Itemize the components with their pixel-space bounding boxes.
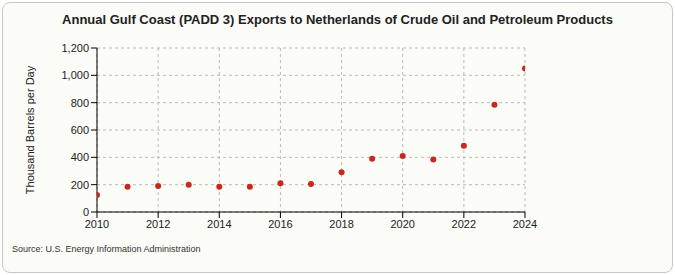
svg-text:200: 200 — [71, 179, 89, 191]
svg-text:2018: 2018 — [329, 218, 353, 230]
svg-text:400: 400 — [71, 151, 89, 163]
svg-text:2020: 2020 — [390, 218, 414, 230]
svg-text:1,200: 1,200 — [61, 42, 89, 54]
svg-text:Thousand Barrels per Day: Thousand Barrels per Day — [24, 65, 36, 194]
svg-text:2022: 2022 — [452, 218, 476, 230]
svg-text:2012: 2012 — [146, 218, 170, 230]
svg-text:600: 600 — [71, 124, 89, 136]
html-text:Source: U.S. Energy Informatio: Source: U.S. Energy Information Administ… — [12, 244, 201, 254]
svg-text:2024: 2024 — [513, 218, 537, 230]
html-text:Annual Gulf Coast (PADD 3) Exp: Annual Gulf Coast (PADD 3) Exports to Ne… — [62, 12, 613, 27]
svg-text:0: 0 — [83, 206, 89, 218]
svg-text:2016: 2016 — [268, 218, 292, 230]
svg-text:1,000: 1,000 — [61, 69, 89, 81]
svg-text:2010: 2010 — [85, 218, 109, 230]
svg-text:2014: 2014 — [207, 218, 231, 230]
svg-text:800: 800 — [71, 97, 89, 109]
